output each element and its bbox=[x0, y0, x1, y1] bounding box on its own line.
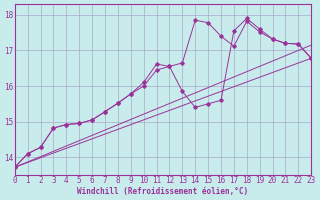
X-axis label: Windchill (Refroidissement éolien,°C): Windchill (Refroidissement éolien,°C) bbox=[77, 187, 249, 196]
